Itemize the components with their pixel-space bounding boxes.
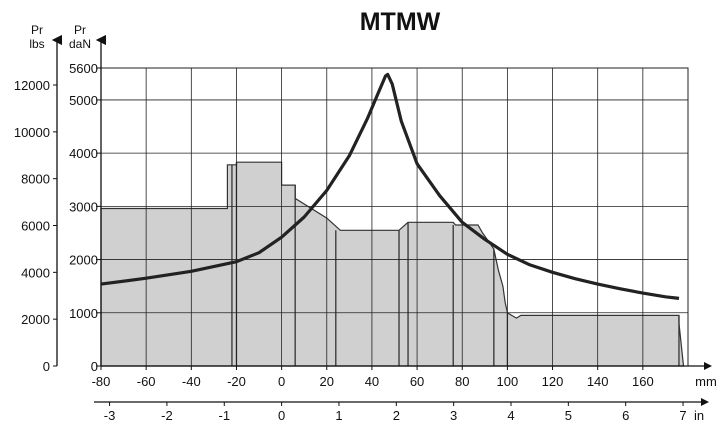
- x-tick-label-mm: -60: [137, 374, 156, 389]
- y-axis-dan-label-bottom: daN: [69, 37, 91, 51]
- x-tick-label-mm: 120: [542, 374, 564, 389]
- y-tick-label-lbs: 10000: [14, 125, 50, 140]
- x-tick-label-mm: 0: [278, 374, 285, 389]
- x-tick-label-in: 2: [393, 408, 400, 423]
- x-tick-label-mm: 20: [320, 374, 334, 389]
- x-tick-label-mm: 140: [587, 374, 609, 389]
- x-tick-label-mm: 100: [497, 374, 519, 389]
- x-tick-label-mm: -20: [227, 374, 246, 389]
- x-tick-label-mm: -40: [182, 374, 201, 389]
- x-tick-label-in: -3: [104, 408, 116, 423]
- x-tick-label-mm: -80: [92, 374, 111, 389]
- x-axis-in-arrow: [701, 398, 709, 406]
- y-tick-label-dan: 4000: [69, 146, 98, 161]
- y-tick-label-dan: 1000: [69, 306, 98, 321]
- y-tick-label-lbs: 8000: [21, 172, 50, 187]
- x-tick-label-in: 5: [565, 408, 572, 423]
- x-tick-label-mm: 80: [455, 374, 469, 389]
- load-area: [100, 161, 685, 367]
- x-tick-label-in: 1: [335, 408, 342, 423]
- y-axis-lbs-label-bottom: lbs: [29, 37, 44, 51]
- x-axis-mm-arrow: [704, 362, 712, 370]
- y-tick-label-dan: 5600: [69, 61, 98, 76]
- x-tick-label-in: -1: [218, 408, 230, 423]
- x-tick-label-in: -2: [161, 408, 173, 423]
- chart-title: MTMW: [360, 8, 441, 36]
- x-tick-label-in: 7: [679, 408, 686, 423]
- x-axis-in-unit: in: [694, 408, 704, 423]
- y-tick-label-lbs: 2000: [21, 312, 50, 327]
- x-tick-label-in: 6: [622, 408, 629, 423]
- y-tick-label-dan: 5000: [69, 93, 98, 108]
- y-axis-lbs-label-top: Pr: [31, 23, 43, 37]
- load-curve: [100, 72, 680, 300]
- x-tick-label-mm: 40: [365, 374, 379, 389]
- y-tick-label-dan: 3000: [69, 199, 98, 214]
- x-tick-label-in: 0: [278, 408, 285, 423]
- x-tick-label-in: 3: [450, 408, 457, 423]
- x-axis-mm-unit: mm: [695, 374, 717, 389]
- x-tick-label-mm: 60: [410, 374, 424, 389]
- x-tick-label-mm: 160: [632, 374, 654, 389]
- y-tick-label-lbs: 4000: [21, 265, 50, 280]
- y-axis-dan-label-top: Pr: [74, 23, 86, 37]
- x-tick-label-in: 4: [507, 408, 514, 423]
- y-tick-label-lbs: 0: [43, 359, 50, 374]
- y-tick-label-lbs: 6000: [21, 219, 50, 234]
- y-tick-label-dan: 2000: [69, 253, 98, 268]
- y-tick-label-dan: 0: [91, 359, 98, 374]
- y-tick-label-lbs: 12000: [14, 78, 50, 93]
